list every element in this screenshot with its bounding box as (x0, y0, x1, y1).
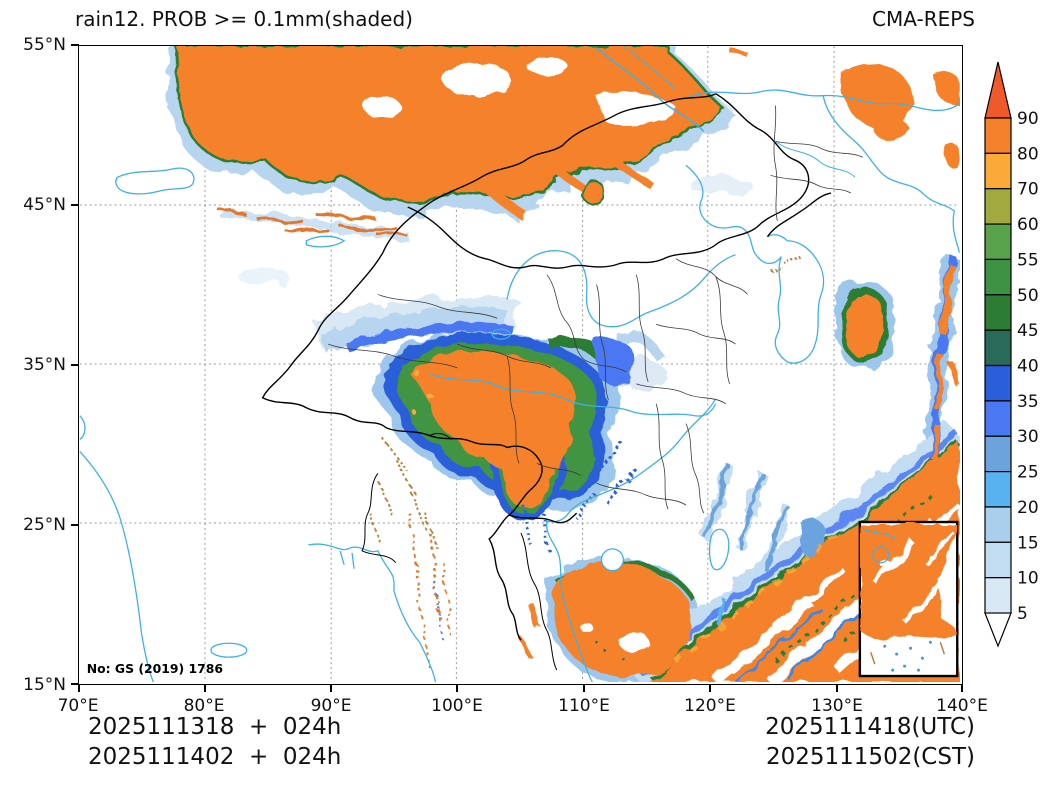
x-axis-label: 100°E (431, 696, 483, 716)
y-tick (71, 524, 79, 526)
x-tick (836, 684, 838, 692)
colorbar-label: 50 (1017, 286, 1039, 306)
precip-gaps (364, 56, 960, 682)
colorbar-label: 15 (1017, 533, 1039, 553)
colorbar-under-arrow (984, 612, 1012, 648)
colorbar-segment (984, 294, 1012, 331)
colorbar-label: 55 (1017, 250, 1039, 270)
colorbar-svg: 90 80 70 60 55 50 45 40 35 30 25 20 15 10 5 (984, 61, 1039, 648)
colorbar-segment (984, 435, 1012, 473)
colorbar-label: 5 (1017, 604, 1028, 624)
colorbar-segment (984, 188, 1012, 225)
colorbar-over-arrow (984, 61, 1012, 119)
x-tick (583, 684, 585, 692)
colorbar-label: 60 (1017, 215, 1039, 235)
precip-probability-map: No: GS (2019) 1786 (79, 46, 960, 682)
y-tick (71, 683, 79, 685)
colorbar-segment (984, 223, 1012, 261)
y-axis-label: 45°N (23, 195, 66, 215)
x-axis-label: 90°E (310, 696, 352, 716)
colorbar-label: 90 (1017, 109, 1039, 129)
x-axis-label: 80°E (183, 696, 225, 716)
y-axis-label: 35°N (23, 355, 66, 375)
country-borders (261, 93, 832, 671)
plot-title: rain12. PROB >= 0.1mm(shaded) (75, 7, 413, 31)
y-axis-label: 25°N (23, 515, 66, 535)
x-axis-label: 120°E (684, 696, 736, 716)
rivers-coastlines (79, 46, 960, 682)
colorbar-label: 70 (1017, 180, 1039, 200)
colorbar-segment (984, 329, 1012, 367)
x-tick (709, 684, 711, 692)
probability-colorbar: 90 80 70 60 55 50 45 40 35 30 25 20 15 10 5 (984, 60, 1048, 660)
colorbar-label: 80 (1017, 144, 1039, 164)
x-axis-label: 140°E (936, 696, 988, 716)
y-tick (71, 204, 79, 206)
y-axis-label: 55°N (23, 35, 66, 55)
valid-time-cst: 2025111502(CST) (766, 744, 975, 770)
colorbar-label: 35 (1017, 392, 1039, 412)
precip-streaks (369, 255, 960, 682)
license-note: No: GS (2019) 1786 (87, 661, 223, 676)
colorbar-segment (984, 506, 1012, 543)
y-axis-label: 15°N (23, 675, 66, 695)
colorbar-segment (984, 400, 1012, 437)
colorbar-label: 20 (1017, 498, 1039, 518)
colorbar-segment (984, 152, 1012, 190)
x-axis-label: 110°E (558, 696, 610, 716)
x-tick (961, 684, 963, 692)
colorbar-segment (984, 471, 1012, 508)
y-tick (71, 44, 79, 46)
colorbar-label: 10 (1017, 569, 1039, 589)
colorbar-segment (984, 577, 1012, 614)
init-time-utc: 2025111318 + 024h (88, 714, 342, 740)
x-tick (204, 684, 206, 692)
province-borders (328, 105, 864, 514)
colorbar-label: 45 (1017, 321, 1039, 341)
map-canvas: No: GS (2019) 1786 (78, 45, 963, 685)
colorbar-segment (984, 541, 1012, 579)
x-axis-label: 130°E (811, 696, 863, 716)
south-china-sea-inset (858, 520, 959, 678)
x-axis-label: 70°E (57, 696, 99, 716)
y-tick (71, 364, 79, 366)
colorbar-segment (984, 117, 1012, 154)
colorbar-label: 30 (1017, 427, 1039, 447)
x-tick (456, 684, 458, 692)
init-time-cst: 2025111402 + 024h (88, 744, 342, 770)
colorbar-segment (984, 364, 1012, 402)
x-tick (78, 684, 80, 692)
colorbar-segment (984, 258, 1012, 296)
x-tick (330, 684, 332, 692)
colorbar-label: 25 (1017, 463, 1039, 483)
colorbar-label: 40 (1017, 357, 1039, 377)
model-name: CMA-REPS (872, 7, 975, 31)
valid-time-utc: 2025111418(UTC) (765, 714, 975, 740)
